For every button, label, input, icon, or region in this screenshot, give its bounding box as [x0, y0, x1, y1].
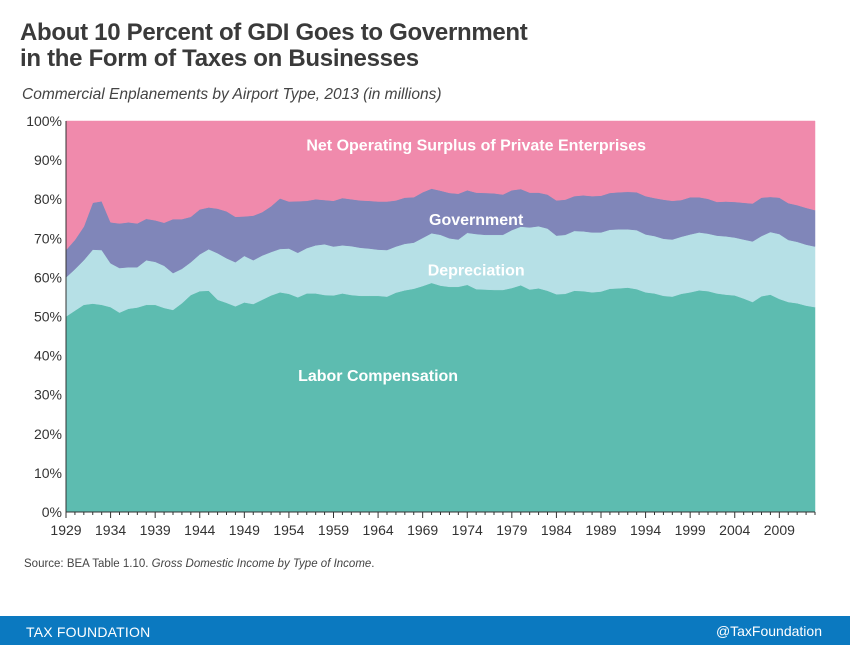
- x-tick-label: 2009: [764, 522, 795, 538]
- y-tick-label: 50%: [34, 309, 62, 325]
- footer-bar: TAX FOUNDATION @TaxFoundation: [0, 616, 850, 645]
- x-tick-label: 1929: [50, 522, 81, 538]
- x-tick-label: 1944: [184, 522, 215, 538]
- x-tick-label: 1964: [363, 522, 394, 538]
- area-series-0: [65, 282, 816, 513]
- twitter-handle[interactable]: @TaxFoundation: [715, 623, 822, 639]
- y-tick-label: 80%: [34, 191, 62, 207]
- x-tick-label: 1934: [95, 522, 126, 538]
- area-series-3: [65, 120, 816, 251]
- series-label-3: Net Operating Surplus of Private Enterpr…: [306, 137, 646, 154]
- y-tick-label: 70%: [34, 230, 62, 246]
- y-tick-label: 0%: [42, 504, 62, 520]
- stacked-area-chart: 0%10%20%30%40%50%60%70%80%90%100% 1929 19…: [26, 113, 816, 538]
- x-tick-label: 1994: [630, 522, 661, 538]
- y-tick-label: 60%: [34, 269, 62, 285]
- title-line-2: in the Form of Taxes on Businesses: [20, 45, 419, 72]
- title-line-1: About 10 Percent of GDI Goes to Governme…: [20, 19, 528, 46]
- x-tick-label: 1984: [541, 522, 572, 538]
- source-title: Gross Domestic Income by Type of Income: [151, 558, 372, 570]
- series-labels: Labor Compensation Depreciation Government…: [298, 137, 646, 385]
- x-axis: 1929 1934 1939 1944 1949 1954 1959 1964 1969 1974…: [50, 511, 816, 538]
- series-label-1: Depreciation: [428, 263, 525, 280]
- y-tick-label: 10%: [34, 465, 62, 481]
- source-suffix: .: [371, 558, 375, 570]
- x-tick-label: 1974: [452, 522, 483, 538]
- series-label-0: Labor Compensation: [298, 368, 458, 385]
- brand-name: TAX FOUNDATION: [26, 624, 151, 640]
- x-tick-label: 1949: [229, 522, 260, 538]
- x-tick-label: 1969: [407, 522, 438, 538]
- x-tick-label: 1954: [273, 522, 304, 538]
- y-tick-label: 100%: [26, 113, 62, 129]
- x-tick-label: 1959: [318, 522, 349, 538]
- chart-subtitle: Commercial Enplanements by Airport Type,…: [22, 86, 442, 103]
- x-tick-label: 1989: [585, 522, 616, 538]
- source-note: Source: BEA Table 1.10. Gross Domestic I…: [24, 558, 375, 570]
- y-tick-label: 90%: [34, 152, 62, 168]
- y-tick-label: 40%: [34, 348, 62, 364]
- x-tick-label: 1999: [675, 522, 706, 538]
- source-prefix: Source: BEA Table 1.10.: [24, 558, 152, 570]
- chart-title: About 10 Percent of GDI Goes to Governme…: [20, 20, 640, 72]
- y-tick-label: 20%: [34, 426, 62, 442]
- x-tick-label: 2004: [719, 522, 750, 538]
- y-axis: 0% 10% 20% 30% 40% 50% 60% 70% 80% 90% 100%: [26, 113, 67, 520]
- x-tick-label: 1979: [496, 522, 527, 538]
- y-tick-label: 30%: [34, 387, 62, 403]
- series-label-2: Government: [429, 212, 524, 229]
- x-tick-label: 1939: [140, 522, 171, 538]
- area-layer: [65, 120, 816, 513]
